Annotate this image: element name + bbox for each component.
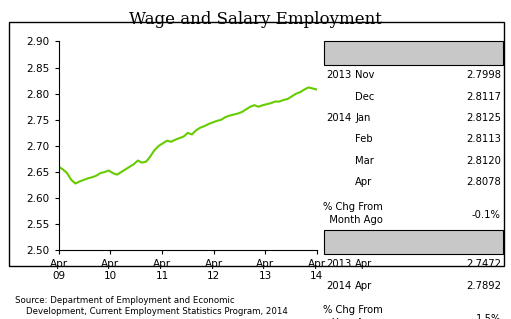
Text: 2013: 2013 xyxy=(326,70,351,80)
Text: Wage and Salary Employment: Wage and Salary Employment xyxy=(129,11,382,28)
Text: 2.8125: 2.8125 xyxy=(466,113,501,123)
Text: unadjusted: unadjusted xyxy=(385,237,443,248)
Text: Feb: Feb xyxy=(355,134,373,144)
Text: Jan: Jan xyxy=(355,113,370,123)
Text: 1.5%: 1.5% xyxy=(475,314,501,319)
Text: Apr: Apr xyxy=(355,280,373,291)
Y-axis label: In Millions: In Millions xyxy=(0,118,2,174)
Text: 2.8117: 2.8117 xyxy=(466,92,501,101)
Text: 2013: 2013 xyxy=(326,259,351,269)
Text: 2.8120: 2.8120 xyxy=(466,156,501,166)
Text: 2014: 2014 xyxy=(326,280,351,291)
Text: 2.8078: 2.8078 xyxy=(466,177,501,187)
Text: 2014: 2014 xyxy=(326,113,351,123)
Text: 2.8113: 2.8113 xyxy=(466,134,501,144)
Text: Dec: Dec xyxy=(355,92,375,101)
Text: 2.7998: 2.7998 xyxy=(466,70,501,80)
Text: Apr: Apr xyxy=(355,177,373,187)
Text: Source: Department of Employment and Economic
    Development, Current Employmen: Source: Department of Employment and Eco… xyxy=(15,296,288,316)
Text: Mar: Mar xyxy=(355,156,374,166)
Text: -0.1%: -0.1% xyxy=(472,210,501,220)
Text: seasonally adjusted: seasonally adjusted xyxy=(362,48,466,58)
Text: Apr: Apr xyxy=(355,259,373,269)
Text: 2.7472: 2.7472 xyxy=(466,259,501,269)
Text: 2.7892: 2.7892 xyxy=(466,280,501,291)
Text: % Chg From
  Month Ago: % Chg From Month Ago xyxy=(323,202,383,225)
Text: % Chg From
   Year Ago: % Chg From Year Ago xyxy=(323,305,383,319)
Text: Nov: Nov xyxy=(355,70,375,80)
